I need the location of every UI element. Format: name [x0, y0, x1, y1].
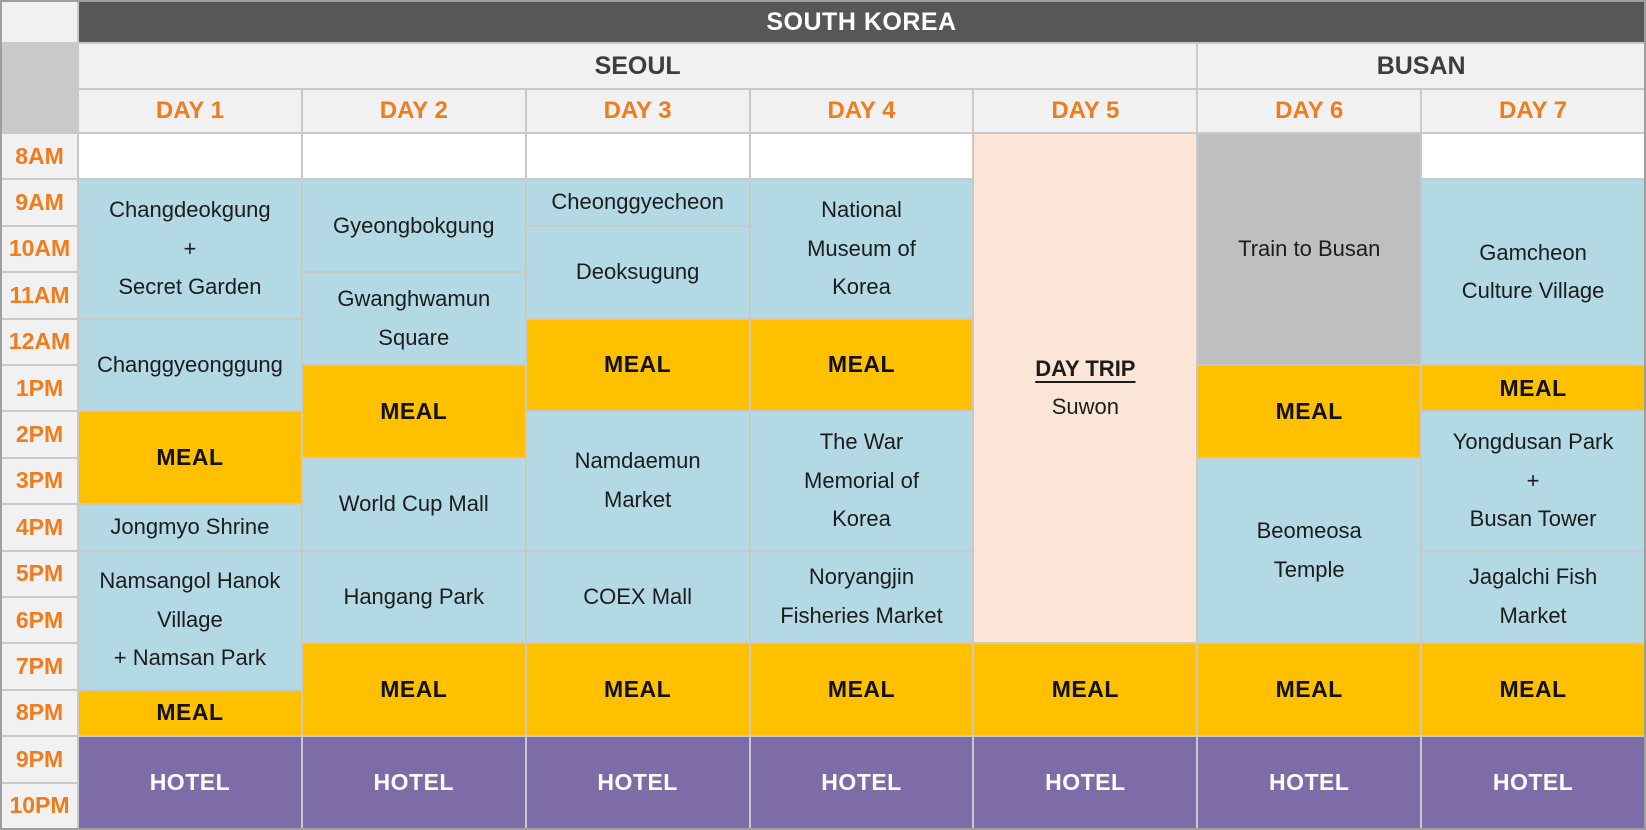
region-header-busan: BUSAN: [1198, 44, 1644, 88]
day-header-5: DAY 5: [974, 90, 1197, 132]
day2-hotel-cell: HOTEL: [302, 737, 525, 828]
time-label-8am: 8AM: [2, 134, 77, 179]
time-label-1pm: 1PM: [2, 366, 77, 411]
day1-hotel-cell: HOTEL: [79, 737, 301, 828]
day7-activity-jagalchi: Jagalchi Fish Market: [1422, 551, 1644, 643]
time-label-3pm: 3PM: [2, 458, 77, 504]
day1-activity-changdeokgung: Changdeokgung + Secret Garden: [79, 180, 301, 318]
day2-activity-gyeongbokgung: Gyeongbokgung: [302, 180, 525, 272]
time-label-10am: 10AM: [2, 226, 77, 272]
day7-free-cell: [1422, 134, 1644, 179]
time-label-8pm: 8PM: [2, 690, 77, 736]
day3-hotel-cell: HOTEL: [526, 737, 749, 828]
day1-activity-changgyeonggung: Changgyeonggung: [79, 319, 301, 411]
day4-activity-national-museum: National Museum of Korea: [750, 180, 973, 318]
day1-meal-afternoon: MEAL: [79, 412, 301, 504]
time-label-9pm: 9PM: [2, 737, 77, 782]
day4-hotel-cell: HOTEL: [750, 737, 973, 828]
day3-meal-evening: MEAL: [526, 644, 749, 736]
day7-hotel-cell: HOTEL: [1422, 737, 1644, 828]
day4-activity-noryangjin: Noryangjin Fisheries Market: [750, 551, 973, 643]
day1-activity-namsangol: Namsangol Hanok Village + Namsan Park: [79, 551, 301, 689]
day-header-1: DAY 1: [79, 90, 301, 132]
day4-free-cell: [750, 134, 973, 179]
day4-meal-evening: MEAL: [750, 644, 973, 736]
day6-activity-beomeosa-temple: Beomeosa Temple: [1198, 458, 1421, 643]
day3-meal-midday: MEAL: [526, 319, 749, 411]
daytrip-subtitle: Suwon: [1051, 394, 1119, 420]
day4-meal-midday: MEAL: [750, 319, 973, 411]
time-label-9am: 9AM: [2, 180, 77, 225]
day3-activity-coex-mall: COEX Mall: [526, 551, 749, 643]
day3-activity-deoksugung: Deoksugung: [526, 226, 749, 318]
time-label-10pm: 10PM: [2, 783, 77, 828]
day5-meal-evening: MEAL: [974, 644, 1197, 736]
day7-meal-evening: MEAL: [1422, 644, 1644, 736]
day-header-7: DAY 7: [1422, 90, 1644, 132]
country-header: SOUTH KOREA: [79, 2, 1644, 42]
time-label-4pm: 4PM: [2, 505, 77, 550]
day-header-2: DAY 2: [302, 90, 525, 132]
day7-meal-midday: MEAL: [1422, 366, 1644, 411]
day2-activity-world-cup-mall: World Cup Mall: [302, 458, 525, 550]
day3-activity-cheonggyecheon: Cheonggyecheon: [526, 180, 749, 225]
day2-meal-midday: MEAL: [302, 366, 525, 457]
day1-free-cell: [79, 134, 301, 179]
time-label-12am: 12AM: [2, 319, 77, 364]
day2-free-cell: [302, 134, 525, 179]
day2-activity-hangang-park: Hangang Park: [302, 551, 525, 643]
day2-meal-evening: MEAL: [302, 644, 525, 736]
day5-hotel-cell: HOTEL: [974, 737, 1197, 828]
day6-meal-evening: MEAL: [1198, 644, 1421, 736]
time-label-5pm: 5PM: [2, 551, 77, 596]
day5-daytrip-suwon: DAY TRIP Suwon: [974, 134, 1197, 643]
time-label-2pm: 2PM: [2, 412, 77, 457]
day7-activity-gamcheon: Gamcheon Culture Village: [1422, 180, 1644, 364]
day-header-3: DAY 3: [526, 90, 749, 132]
day6-meal-midday: MEAL: [1198, 366, 1421, 457]
day7-activity-yongdusan: Yongdusan Park + Busan Tower: [1422, 412, 1644, 550]
day2-activity-gwanghwamun: Gwanghwamun Square: [302, 273, 525, 364]
day6-transit-train-to-busan: Train to Busan: [1198, 134, 1421, 364]
day3-free-cell: [526, 134, 749, 179]
daytrip-title: DAY TRIP: [1035, 355, 1136, 381]
time-label-11am: 11AM: [2, 273, 77, 318]
time-label-6pm: 6PM: [2, 598, 77, 643]
region-header-seoul: SEOUL: [79, 44, 1197, 88]
day-header-6: DAY 6: [1198, 90, 1421, 132]
day4-activity-war-memorial: The War Memorial of Korea: [750, 412, 973, 550]
day6-hotel-cell: HOTEL: [1198, 737, 1421, 828]
day3-activity-namdaemun-market: Namdaemun Market: [526, 412, 749, 550]
day-header-4: DAY 4: [750, 90, 973, 132]
time-label-7pm: 7PM: [2, 644, 77, 689]
day1-meal-evening: MEAL: [79, 690, 301, 736]
day1-activity-jongmyo-shrine: Jongmyo Shrine: [79, 505, 301, 550]
corner-cell: [2, 2, 77, 42]
